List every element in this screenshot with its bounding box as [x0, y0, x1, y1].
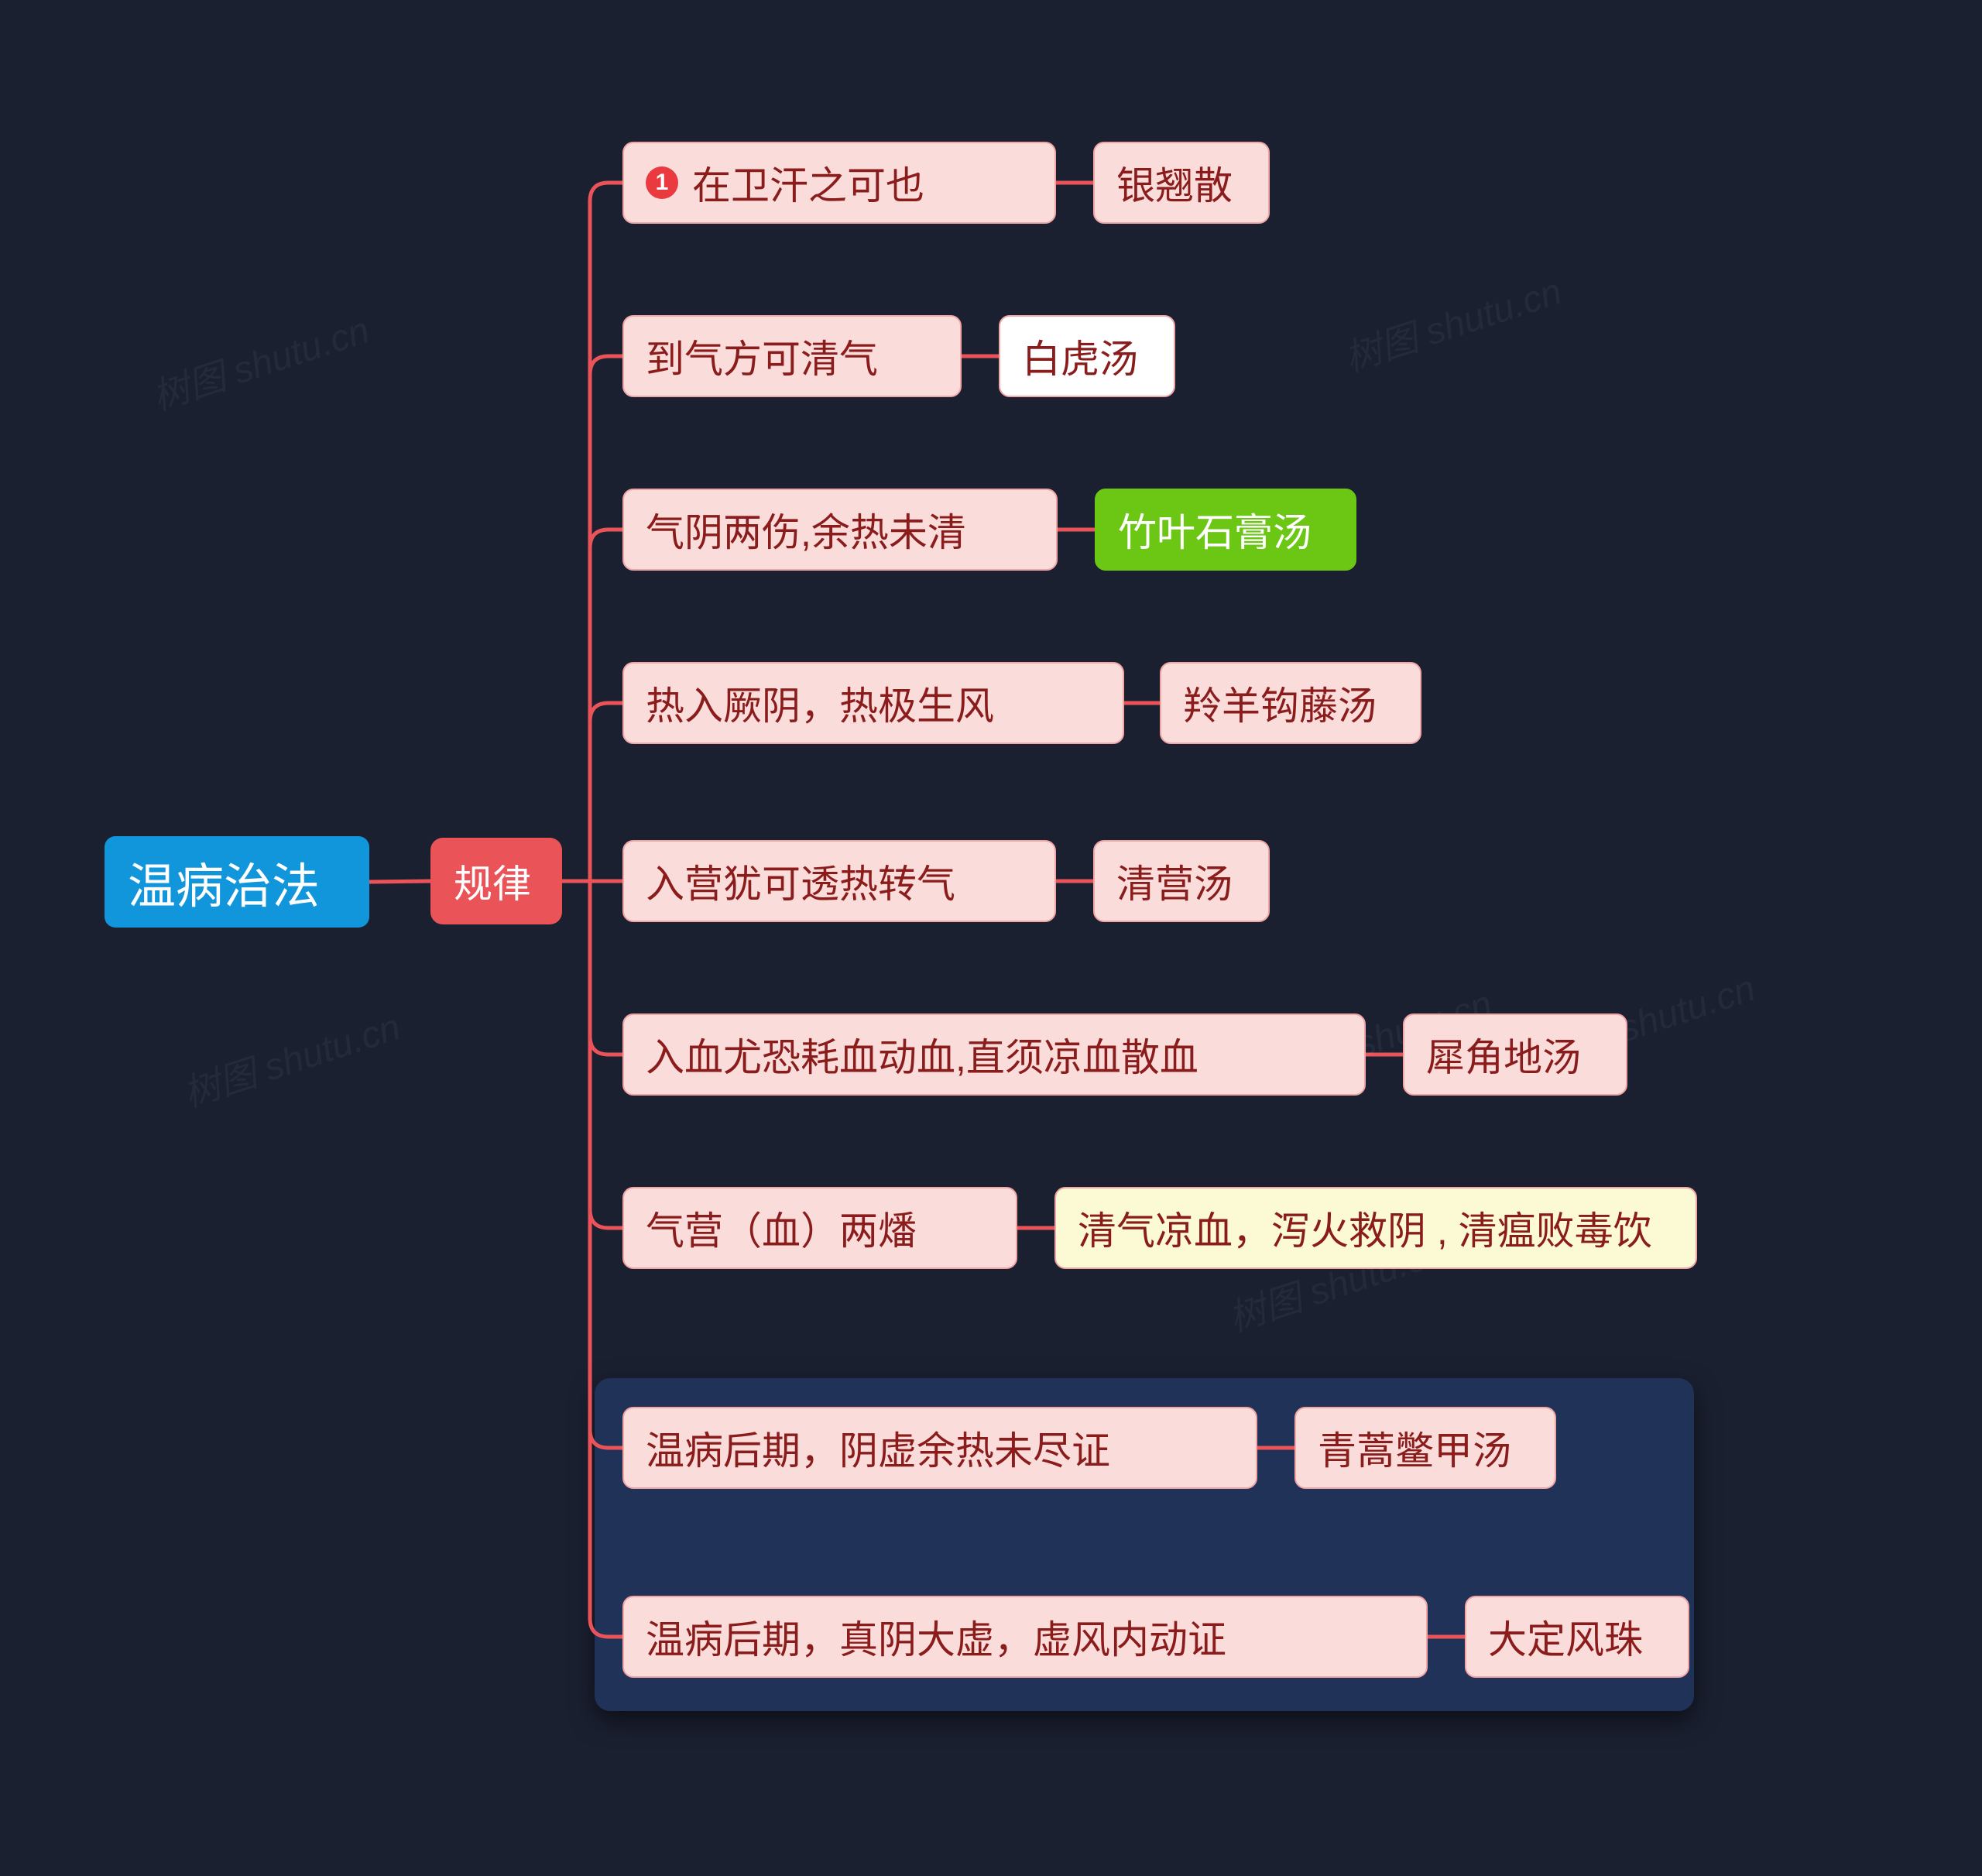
formula-label: 银翘散	[1116, 155, 1233, 211]
formula-node[interactable]: 犀角地汤	[1403, 1013, 1627, 1096]
watermark: 树图 shutu.cn	[1336, 261, 1567, 382]
hub-label: 规律	[454, 853, 531, 909]
principle-node[interactable]: 1 在卫汗之可也	[622, 142, 1056, 224]
principle-node[interactable]: 温病后期，阴虚余热未尽证	[622, 1407, 1257, 1489]
principle-node[interactable]: 气营（血）两燔	[622, 1187, 1017, 1269]
formula-node[interactable]: 大定风珠	[1465, 1596, 1689, 1678]
formula-node[interactable]: 白虎汤	[999, 315, 1175, 397]
formula-label: 羚羊钩藤汤	[1183, 675, 1377, 731]
principle-label: 热入厥阴，热极生风	[646, 675, 994, 731]
principle-node[interactable]: 热入厥阴，热极生风	[622, 662, 1124, 744]
formula-label: 犀角地汤	[1426, 1027, 1581, 1082]
watermark: 树图 shutu.cn	[175, 996, 406, 1117]
formula-label: 清气凉血，泻火救阴 , 清瘟败毒饮	[1078, 1200, 1652, 1256]
formula-node[interactable]: 青蒿鳖甲汤	[1294, 1407, 1556, 1489]
formula-label: 大定风珠	[1488, 1609, 1643, 1665]
formula-label: 清营汤	[1116, 853, 1233, 909]
root-label: 温病治法	[128, 847, 320, 917]
principle-label: 到气方可清气	[646, 328, 878, 384]
principle-node[interactable]: 到气方可清气	[622, 315, 962, 397]
mindmap-canvas: 温病治法 规律 树图 shutu.cn 树图 shutu.cn 树图 shutu.c…	[0, 0, 1982, 1876]
principle-label: 入血尤恐耗血动血,直须凉血散血	[646, 1027, 1198, 1082]
principle-node[interactable]: 温病后期，真阴大虚，虚风内动证	[622, 1596, 1428, 1678]
principle-node[interactable]: 入营犹可透热转气	[622, 840, 1056, 922]
formula-node[interactable]: 清营汤	[1093, 840, 1270, 922]
principle-node[interactable]: 入血尤恐耗血动血,直须凉血散血	[622, 1013, 1366, 1096]
formula-label: 青蒿鳖甲汤	[1318, 1420, 1511, 1476]
principle-label: 温病后期，真阴大虚，虚风内动证	[646, 1609, 1226, 1665]
principle-label: 温病后期，阴虚余热未尽证	[646, 1420, 1110, 1476]
formula-label: 竹叶石膏汤	[1118, 502, 1312, 557]
principle-label: 入营犹可透热转气	[646, 853, 955, 909]
principle-label: 气阴两伤,余热未清	[646, 502, 966, 557]
formula-node[interactable]: 银翘散	[1093, 142, 1270, 224]
watermark: 树图 shutu.cn	[144, 300, 375, 420]
principle-node[interactable]: 气阴两伤,余热未清	[622, 489, 1058, 571]
formula-node[interactable]: 清气凉血，泻火救阴 , 清瘟败毒饮	[1054, 1187, 1697, 1269]
hub-node[interactable]: 规律	[430, 838, 562, 924]
priority-badge: 1	[646, 166, 678, 199]
principle-label: 气营（血）两燔	[646, 1200, 917, 1256]
formula-node[interactable]: 竹叶石膏汤	[1095, 489, 1356, 571]
root-node[interactable]: 温病治法	[105, 836, 369, 928]
formula-node[interactable]: 羚羊钩藤汤	[1160, 662, 1421, 744]
principle-label: 在卫汗之可也	[692, 155, 924, 211]
formula-label: 白虎汤	[1022, 328, 1138, 384]
